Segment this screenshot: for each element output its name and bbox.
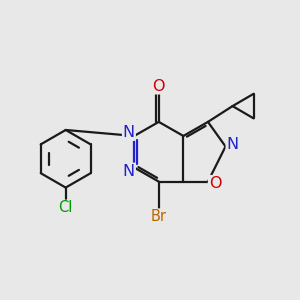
Text: N: N [123, 164, 135, 178]
Text: Cl: Cl [58, 200, 73, 215]
Text: Br: Br [151, 209, 167, 224]
Text: N: N [123, 125, 135, 140]
Text: N: N [226, 137, 238, 152]
Text: O: O [152, 79, 165, 94]
Text: O: O [209, 176, 221, 191]
